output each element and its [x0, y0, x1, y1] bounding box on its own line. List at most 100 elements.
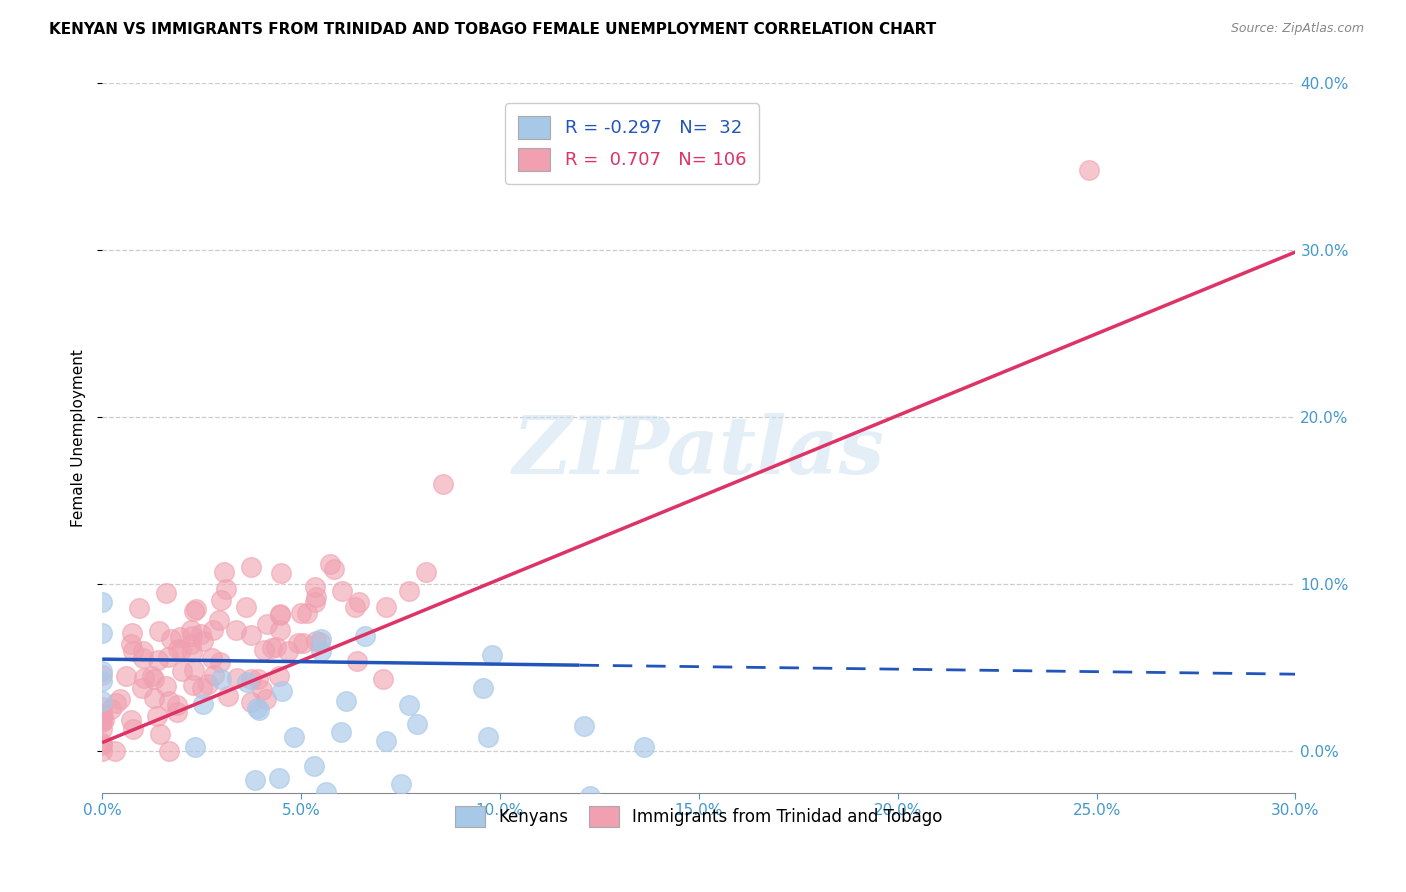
- Point: [305, 590, 328, 604]
- Point: [141, 669, 163, 683]
- Point: [131, 651, 153, 665]
- Point: [572, 718, 595, 732]
- Point: [295, 606, 318, 620]
- Point: [398, 584, 420, 599]
- Point: [120, 637, 142, 651]
- Legend: Kenyans, Immigrants from Trinidad and Tobago: Kenyans, Immigrants from Trinidad and To…: [449, 799, 949, 834]
- Point: [235, 600, 257, 615]
- Point: [477, 730, 499, 744]
- Point: [155, 585, 177, 599]
- Point: [302, 759, 325, 773]
- Point: [91, 699, 114, 714]
- Y-axis label: Female Unemployment: Female Unemployment: [72, 349, 86, 527]
- Point: [209, 656, 232, 670]
- Point: [262, 641, 284, 656]
- Point: [128, 601, 150, 615]
- Point: [191, 681, 214, 695]
- Point: [91, 738, 114, 752]
- Point: [309, 635, 332, 649]
- Point: [375, 599, 398, 614]
- Point: [247, 703, 270, 717]
- Point: [201, 623, 224, 637]
- Point: [91, 706, 114, 721]
- Point: [91, 673, 114, 688]
- Point: [481, 648, 503, 662]
- Point: [304, 595, 326, 609]
- Point: [148, 624, 170, 638]
- Point: [160, 632, 183, 646]
- Point: [155, 680, 177, 694]
- Point: [190, 627, 212, 641]
- Point: [132, 644, 155, 658]
- Point: [271, 684, 294, 698]
- Point: [170, 665, 193, 679]
- Point: [183, 604, 205, 618]
- Point: [353, 630, 375, 644]
- Point: [91, 744, 114, 758]
- Point: [347, 594, 370, 608]
- Point: [91, 712, 114, 726]
- Point: [323, 562, 346, 576]
- Point: [183, 664, 205, 678]
- Point: [209, 593, 232, 607]
- Text: KENYAN VS IMMIGRANTS FROM TRINIDAD AND TOBAGO FEMALE UNEMPLOYMENT CORRELATION CH: KENYAN VS IMMIGRANTS FROM TRINIDAD AND T…: [49, 22, 936, 37]
- Point: [329, 724, 352, 739]
- Point: [191, 634, 214, 648]
- Point: [315, 785, 337, 799]
- Point: [270, 566, 292, 580]
- Point: [264, 640, 287, 655]
- Point: [157, 694, 180, 708]
- Point: [432, 476, 454, 491]
- Point: [91, 714, 114, 729]
- Point: [250, 683, 273, 698]
- Point: [283, 730, 305, 744]
- Point: [633, 739, 655, 754]
- Point: [245, 701, 267, 715]
- Point: [91, 667, 114, 681]
- Point: [170, 643, 193, 657]
- Point: [269, 607, 291, 621]
- Point: [184, 740, 207, 755]
- Point: [304, 580, 326, 594]
- Point: [211, 672, 233, 686]
- Point: [389, 776, 412, 790]
- Point: [471, 681, 494, 696]
- Point: [240, 627, 263, 641]
- Point: [131, 681, 153, 696]
- Point: [142, 690, 165, 705]
- Point: [371, 672, 394, 686]
- Point: [180, 623, 202, 637]
- Point: [225, 623, 247, 637]
- Point: [166, 705, 188, 719]
- Point: [290, 606, 312, 620]
- Point: [122, 722, 145, 736]
- Point: [181, 678, 204, 692]
- Point: [143, 673, 166, 687]
- Point: [166, 642, 188, 657]
- Point: [240, 559, 263, 574]
- Point: [415, 565, 437, 579]
- Point: [148, 653, 170, 667]
- Point: [217, 689, 239, 703]
- Point: [191, 697, 214, 711]
- Point: [311, 644, 333, 658]
- Point: [309, 632, 332, 646]
- Point: [91, 736, 114, 750]
- Point: [267, 669, 290, 683]
- Point: [104, 744, 127, 758]
- Point: [91, 595, 114, 609]
- Point: [269, 623, 291, 637]
- Point: [239, 673, 262, 687]
- Point: [105, 696, 128, 710]
- Point: [579, 789, 602, 803]
- Text: Source: ZipAtlas.com: Source: ZipAtlas.com: [1230, 22, 1364, 36]
- Point: [247, 672, 270, 686]
- Point: [146, 708, 169, 723]
- Point: [180, 629, 202, 643]
- Point: [319, 557, 342, 571]
- Point: [269, 771, 291, 785]
- Point: [253, 643, 276, 657]
- Point: [134, 671, 156, 685]
- Point: [335, 694, 357, 708]
- Point: [100, 701, 122, 715]
